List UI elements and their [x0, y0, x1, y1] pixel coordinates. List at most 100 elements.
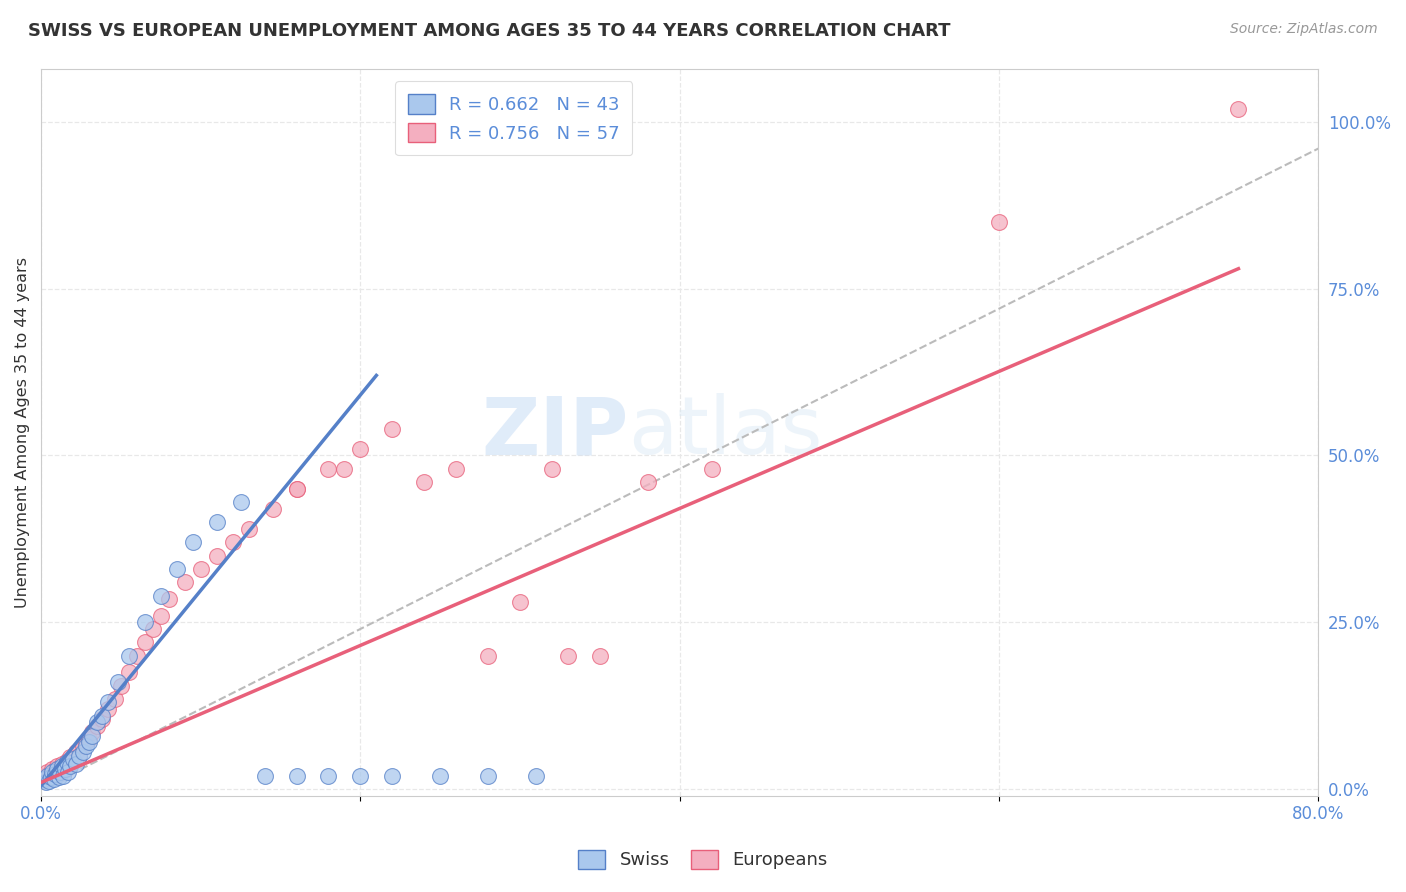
Point — [86, 715, 108, 730]
Point — [62, 752, 84, 766]
Point — [413, 475, 436, 490]
Point — [42, 769, 65, 783]
Point — [349, 769, 371, 783]
Point — [477, 648, 499, 663]
Point — [53, 764, 76, 778]
Point — [72, 739, 94, 753]
Point — [48, 767, 70, 781]
Point — [541, 462, 564, 476]
Point — [637, 475, 659, 490]
Point — [97, 702, 120, 716]
Point — [39, 770, 62, 784]
Point — [44, 767, 66, 781]
Point — [285, 769, 308, 783]
Point — [118, 648, 141, 663]
Point — [51, 756, 73, 771]
Point — [253, 769, 276, 783]
Text: SWISS VS EUROPEAN UNEMPLOYMENT AMONG AGES 35 TO 44 YEARS CORRELATION CHART: SWISS VS EUROPEAN UNEMPLOYMENT AMONG AGE… — [28, 22, 950, 40]
Point — [37, 769, 59, 783]
Point — [38, 770, 60, 784]
Point — [166, 562, 188, 576]
Point — [41, 765, 63, 780]
Point — [65, 745, 87, 759]
Text: ZIP: ZIP — [481, 393, 628, 471]
Point — [67, 748, 90, 763]
Point — [557, 648, 579, 663]
Point — [49, 762, 72, 776]
Point — [75, 739, 97, 753]
Point — [55, 754, 77, 768]
Point — [229, 495, 252, 509]
Point — [67, 748, 90, 763]
Point — [381, 422, 404, 436]
Point — [86, 719, 108, 733]
Point — [58, 765, 80, 780]
Point — [55, 756, 77, 770]
Point — [318, 462, 340, 476]
Point — [72, 745, 94, 759]
Point — [58, 758, 80, 772]
Point — [48, 770, 70, 784]
Point — [97, 695, 120, 709]
Point — [589, 648, 612, 663]
Point — [221, 535, 243, 549]
Point — [118, 665, 141, 680]
Point — [77, 732, 100, 747]
Point — [103, 692, 125, 706]
Point — [333, 462, 356, 476]
Point — [77, 735, 100, 749]
Point — [59, 750, 82, 764]
Point — [157, 591, 180, 606]
Point — [205, 549, 228, 563]
Point — [205, 515, 228, 529]
Point — [90, 708, 112, 723]
Point — [285, 482, 308, 496]
Point — [51, 758, 73, 772]
Point — [37, 765, 59, 780]
Point — [46, 762, 69, 776]
Point — [125, 648, 148, 663]
Point — [46, 758, 69, 772]
Point — [52, 769, 75, 783]
Point — [381, 769, 404, 783]
Y-axis label: Unemployment Among Ages 35 to 44 years: Unemployment Among Ages 35 to 44 years — [15, 257, 30, 607]
Point — [39, 767, 62, 781]
Point — [42, 772, 65, 786]
Legend: Swiss, Europeans: Swiss, Europeans — [569, 840, 837, 879]
Point — [34, 769, 56, 783]
Point — [38, 774, 60, 789]
Point — [238, 522, 260, 536]
Point — [700, 462, 723, 476]
Point — [173, 575, 195, 590]
Point — [429, 769, 451, 783]
Point — [444, 462, 467, 476]
Point — [41, 762, 63, 776]
Point — [110, 679, 132, 693]
Legend: R = 0.662   N = 43, R = 0.756   N = 57: R = 0.662 N = 43, R = 0.756 N = 57 — [395, 81, 633, 155]
Point — [142, 622, 165, 636]
Point — [988, 215, 1011, 229]
Point — [75, 735, 97, 749]
Point — [349, 442, 371, 456]
Point — [107, 675, 129, 690]
Point — [524, 769, 547, 783]
Point — [262, 501, 284, 516]
Point — [53, 762, 76, 776]
Point — [318, 769, 340, 783]
Text: Source: ZipAtlas.com: Source: ZipAtlas.com — [1230, 22, 1378, 37]
Point — [509, 595, 531, 609]
Point — [82, 729, 104, 743]
Point — [134, 635, 156, 649]
Point — [35, 772, 58, 786]
Point — [44, 764, 66, 778]
Point — [90, 712, 112, 726]
Point — [82, 725, 104, 739]
Point — [65, 756, 87, 771]
Point — [285, 482, 308, 496]
Point — [134, 615, 156, 630]
Point — [477, 769, 499, 783]
Point — [49, 765, 72, 780]
Point — [149, 608, 172, 623]
Point — [34, 772, 56, 786]
Text: atlas: atlas — [628, 393, 823, 471]
